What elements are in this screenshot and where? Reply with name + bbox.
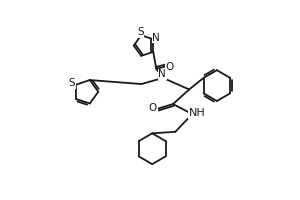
Text: O: O	[165, 62, 173, 72]
Text: S: S	[69, 78, 75, 88]
Text: N: N	[158, 69, 166, 79]
Text: N: N	[152, 33, 160, 43]
Text: NH: NH	[188, 108, 205, 118]
Text: S: S	[137, 27, 144, 37]
Text: O: O	[149, 103, 157, 113]
